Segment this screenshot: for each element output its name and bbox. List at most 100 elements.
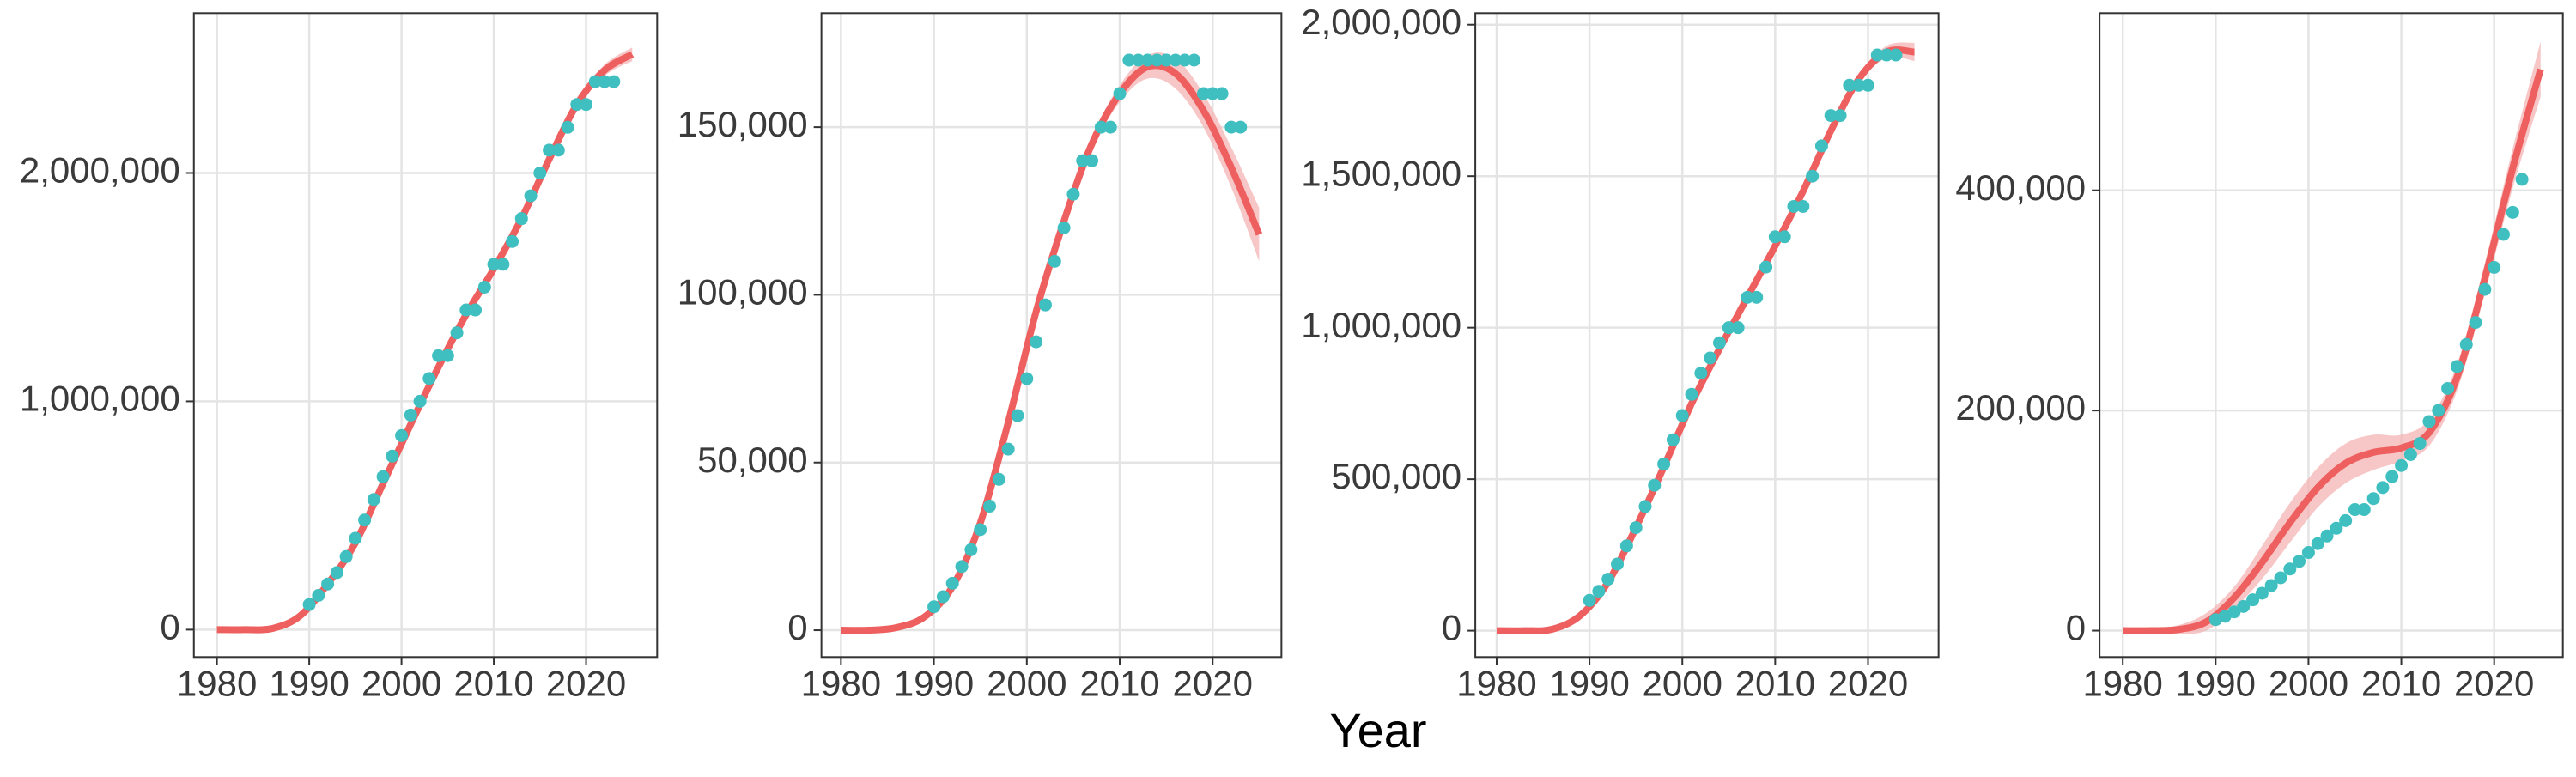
data-point [1030,335,1043,349]
y-tick-label: 200,000 [1955,387,2086,428]
data-point [1861,78,1874,92]
data-point [2348,503,2361,517]
data-point [983,500,997,513]
data-point [1150,53,1163,67]
data-point [2496,228,2510,241]
data-point [1629,521,1643,535]
data-point [413,394,427,408]
x-tick-label: 2010 [2361,663,2441,703]
data-point [945,576,959,590]
data-point [1870,48,1884,62]
fit-line [841,62,1263,634]
panel-border [192,12,659,659]
data-point [1141,53,1155,67]
data-point [1169,53,1182,67]
data-point [2366,492,2380,506]
data-point [2283,562,2297,576]
data-point [514,212,528,226]
data-point [524,189,538,203]
data-point [2255,586,2269,600]
y-tick-label: 0 [160,606,179,646]
data-point [974,523,987,537]
y-tick-label: 500,000 [1331,456,1461,496]
x-tick-label: 2020 [546,663,626,703]
data-point [395,428,409,442]
confidence-band [216,47,633,633]
data-point [2395,458,2409,472]
data-point [1796,199,1810,213]
y-tick-label: 1,000,000 [1301,305,1461,345]
data-point [2227,605,2241,619]
data-point [561,120,574,134]
fit-line [1496,46,1915,634]
y-tick-label: 0 [2066,608,2086,648]
data-point [543,143,556,157]
data-point [1741,290,1754,304]
data-point [1889,48,1903,62]
data-point [1685,387,1698,401]
data-point [1750,290,1764,304]
panel-border [2099,12,2564,659]
y-tick-label: 1,500,000 [1301,153,1461,193]
data-point [1159,53,1173,67]
data-point [1601,573,1615,586]
panel-border [1474,12,1940,659]
data-point [2320,529,2334,543]
data-point [1103,120,1117,134]
data-point [432,349,446,362]
y-tick-label: 0 [1442,608,1461,648]
data-point [1833,109,1847,123]
data-point [1806,169,1820,183]
data-point [487,258,501,271]
data-point [312,588,325,602]
data-point [2450,360,2464,373]
data-point [1066,187,1080,201]
data-point [1731,321,1745,335]
data-point [1657,457,1671,470]
data-point [2330,521,2343,535]
data-point [1824,109,1838,123]
data-point [1122,53,1136,67]
data-point [551,143,565,157]
confidence-band [841,52,1260,634]
data-point [992,472,1005,486]
y-tick-label: 50,000 [697,440,807,480]
data-point [2515,173,2529,186]
data-point [1880,48,1893,62]
x-tick-label: 1990 [2176,663,2256,703]
data-point [1694,367,1708,380]
x-tick-label: 2000 [1643,663,1722,703]
data-point [2422,415,2436,428]
x-tick-label: 1990 [1549,663,1629,703]
x-tick-label: 1990 [894,663,974,703]
data-point [1057,221,1071,234]
data-point [330,566,343,580]
data-point [2274,571,2287,585]
data-point [1001,442,1015,456]
data-point [2376,481,2390,495]
data-point [2385,470,2399,483]
data-point [1132,53,1145,67]
data-point [1020,372,1034,385]
data-point [1076,154,1090,167]
data-point [1206,87,1219,100]
data-point [1675,409,1689,422]
data-point [440,349,454,362]
x-tick-label: 1980 [1456,663,1536,703]
x-tick-label: 2020 [2454,663,2534,703]
data-point [2469,316,2482,330]
y-tick-label: 150,000 [677,104,808,144]
x-tick-label: 2010 [453,663,533,703]
data-point [386,449,399,463]
data-point [570,98,584,112]
data-point [2506,205,2519,219]
data-point [506,234,519,248]
data-point [598,75,611,88]
data-point [964,543,978,556]
confidence-band [1496,42,1915,634]
data-point [1704,351,1717,365]
data-point [1094,120,1108,134]
data-point [1852,78,1866,92]
data-point [2301,546,2315,560]
